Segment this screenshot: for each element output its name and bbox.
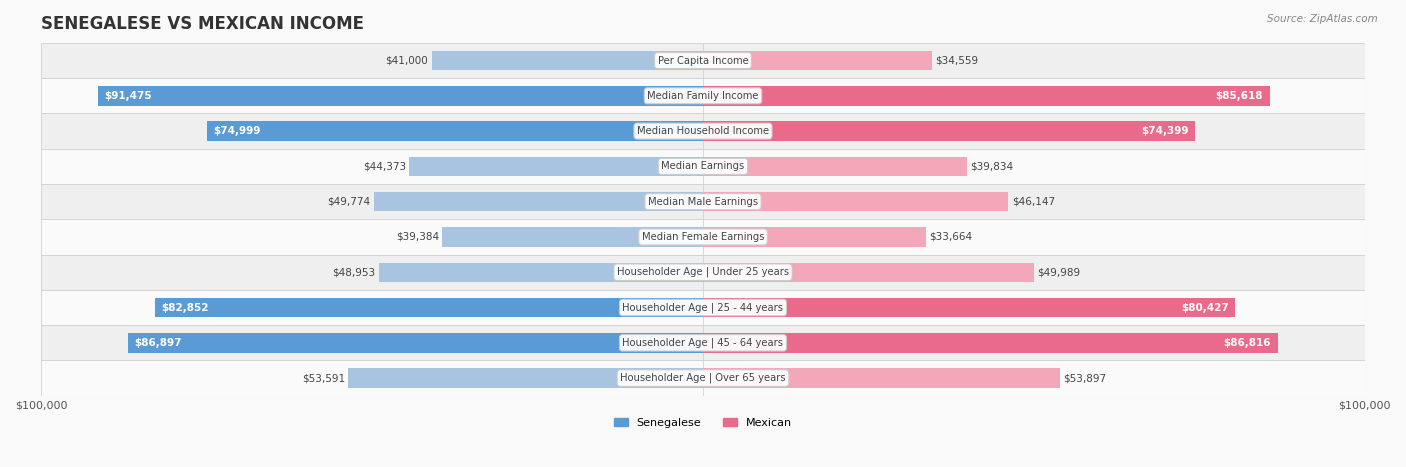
Text: $33,664: $33,664	[929, 232, 972, 242]
Bar	[703, 86, 1270, 106]
Text: Median Earnings: Median Earnings	[661, 162, 745, 171]
Legend: Senegalese, Mexican: Senegalese, Mexican	[610, 413, 796, 432]
Text: Source: ZipAtlas.com: Source: ZipAtlas.com	[1267, 14, 1378, 24]
Bar	[41, 219, 1365, 255]
Bar	[41, 113, 1365, 149]
Text: Median Female Earnings: Median Female Earnings	[641, 232, 765, 242]
Text: Median Male Earnings: Median Male Earnings	[648, 197, 758, 207]
Bar	[432, 51, 703, 70]
Bar	[380, 262, 703, 282]
Bar	[703, 333, 1278, 353]
Text: $41,000: $41,000	[385, 56, 429, 65]
Text: $80,427: $80,427	[1181, 303, 1229, 312]
Text: Householder Age | Under 25 years: Householder Age | Under 25 years	[617, 267, 789, 277]
Bar	[703, 51, 932, 70]
Text: Householder Age | 45 - 64 years: Householder Age | 45 - 64 years	[623, 338, 783, 348]
Text: $86,897: $86,897	[135, 338, 181, 348]
Text: Householder Age | Over 65 years: Householder Age | Over 65 years	[620, 373, 786, 383]
Text: $34,559: $34,559	[935, 56, 979, 65]
Bar	[41, 290, 1365, 325]
Bar	[128, 333, 703, 353]
Bar	[703, 156, 966, 176]
Text: $91,475: $91,475	[104, 91, 152, 101]
Bar	[41, 184, 1365, 219]
Text: $53,591: $53,591	[302, 373, 344, 383]
Bar	[703, 192, 1008, 212]
Bar	[97, 86, 703, 106]
Bar	[703, 121, 1195, 141]
Bar	[41, 325, 1365, 361]
Text: Householder Age | 25 - 44 years: Householder Age | 25 - 44 years	[623, 302, 783, 313]
Text: $48,953: $48,953	[333, 267, 375, 277]
Bar	[41, 78, 1365, 113]
Bar	[703, 227, 925, 247]
Text: $39,834: $39,834	[970, 162, 1014, 171]
Text: $74,399: $74,399	[1142, 126, 1188, 136]
Text: $44,373: $44,373	[363, 162, 406, 171]
Text: SENEGALESE VS MEXICAN INCOME: SENEGALESE VS MEXICAN INCOME	[41, 15, 364, 33]
Text: $39,384: $39,384	[396, 232, 439, 242]
Text: Median Household Income: Median Household Income	[637, 126, 769, 136]
Bar	[41, 43, 1365, 78]
Text: Median Family Income: Median Family Income	[647, 91, 759, 101]
Bar	[703, 368, 1060, 388]
Bar	[155, 298, 703, 317]
Text: $53,897: $53,897	[1063, 373, 1107, 383]
Bar	[41, 149, 1365, 184]
Bar	[703, 298, 1236, 317]
Bar	[41, 361, 1365, 396]
Bar	[41, 255, 1365, 290]
Text: $85,618: $85,618	[1215, 91, 1263, 101]
Text: $86,816: $86,816	[1223, 338, 1271, 348]
Bar	[207, 121, 703, 141]
Bar	[703, 262, 1033, 282]
Text: $46,147: $46,147	[1012, 197, 1054, 207]
Bar	[443, 227, 703, 247]
Text: $49,774: $49,774	[328, 197, 370, 207]
Text: $82,852: $82,852	[162, 303, 209, 312]
Text: Per Capita Income: Per Capita Income	[658, 56, 748, 65]
Text: $49,989: $49,989	[1038, 267, 1080, 277]
Bar	[409, 156, 703, 176]
Text: $74,999: $74,999	[214, 126, 260, 136]
Bar	[374, 192, 703, 212]
Bar	[349, 368, 703, 388]
